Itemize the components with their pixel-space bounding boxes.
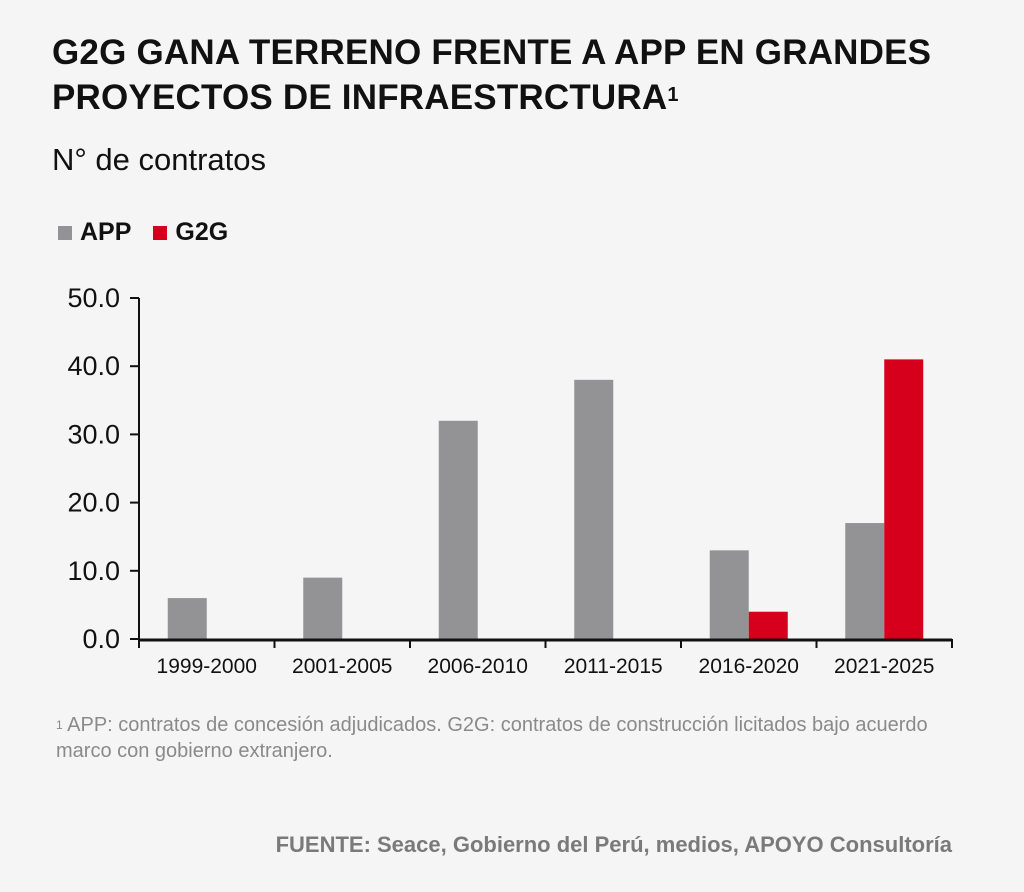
bar-app	[709, 550, 749, 639]
x-tick-label: 2001-2005	[292, 655, 392, 678]
legend-label-app: APP	[80, 218, 132, 246]
y-tick-label: 30.0	[67, 419, 120, 449]
bar-g2g	[884, 359, 924, 639]
footnote: 1 APP: contratos de concesión adjudicado…	[56, 712, 986, 764]
legend-swatch-app	[58, 225, 72, 240]
bar-app	[845, 523, 885, 639]
legend-item-g2g: G2G	[153, 218, 228, 247]
y-tick-label: 40.0	[67, 351, 120, 381]
x-tick-label: 2011-2015	[564, 655, 663, 678]
x-tick-label: 1999-2000	[157, 655, 257, 678]
chart-title: G2G GANA TERRENO FRENTE A APP EN GRANDES…	[52, 30, 982, 120]
bar-app	[167, 598, 207, 639]
source-text: FUENTE: Seace, Gobierno del Perú, medios…	[275, 832, 952, 857]
x-tick-label: 2006-2010	[428, 655, 528, 678]
x-tick-label: 2016-2020	[699, 655, 799, 678]
chart-subtitle: N° de contratos	[52, 142, 267, 177]
bar-app	[574, 379, 614, 639]
chart-title-text: G2G GANA TERRENO FRENTE A APP EN GRANDES…	[52, 33, 932, 117]
y-tick-label: 0.0	[82, 624, 120, 654]
legend: APP G2G	[58, 218, 250, 247]
footnote-text: APP: contratos de concesión adjudicados.…	[56, 714, 928, 762]
bar-app	[438, 420, 478, 639]
y-tick-label: 50.0	[67, 283, 120, 313]
footnote-marker: 1	[667, 84, 679, 106]
legend-swatch-g2g	[153, 225, 168, 240]
bar-g2g	[748, 611, 788, 639]
y-tick-label: 10.0	[67, 556, 120, 586]
legend-item-app: APP	[58, 218, 131, 247]
bar-app	[303, 577, 343, 639]
legend-label-g2g: G2G	[175, 218, 229, 246]
footnote-note-marker: 1	[56, 718, 63, 732]
x-tick-label: 2021-2025	[834, 655, 934, 678]
y-tick-label: 20.0	[67, 488, 120, 518]
